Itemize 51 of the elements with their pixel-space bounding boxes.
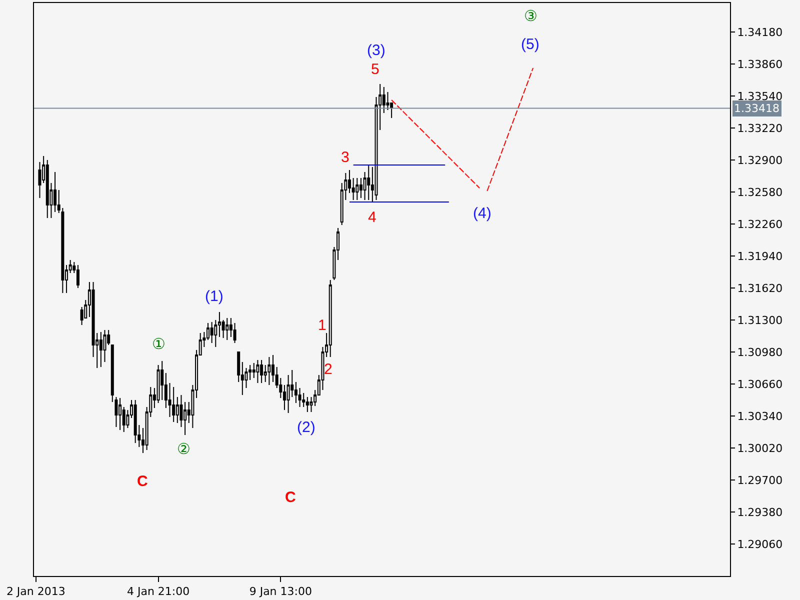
candlestick (76, 264, 80, 288)
y-tick-label: 1.31940 (737, 250, 783, 263)
y-tick-label: 1.30020 (737, 442, 783, 455)
annotation: C (137, 473, 148, 490)
candlestick (226, 318, 229, 340)
candlestick (256, 360, 260, 384)
y-tick-label: 1.31300 (737, 314, 783, 327)
annotation: ③ (524, 8, 537, 25)
y-tick-label: 1.29060 (737, 538, 783, 551)
candlestick (328, 280, 332, 358)
annotation: 2 (324, 361, 332, 378)
candlestick (134, 400, 137, 444)
y-tick-label: 1.30980 (737, 346, 783, 359)
y-tick-label: 1.33860 (737, 58, 783, 71)
y-tick-label: 1.32260 (737, 218, 783, 231)
candlestick (46, 160, 49, 218)
y-tick-label: 1.29700 (737, 474, 783, 487)
candlestick (172, 386, 176, 422)
candlestick (99, 332, 102, 368)
y-tick-label: 1.33540 (737, 90, 783, 103)
y-tick-label: 1.31620 (737, 282, 783, 295)
x-tick-label: 2 Jan 2013 (6, 585, 66, 598)
annotation: (4) (473, 205, 492, 222)
annotation: (2) (297, 419, 316, 436)
y-tick-label: 1.32900 (737, 154, 783, 167)
x-tick-label: 9 Jan 13:00 (249, 585, 312, 598)
candlestick (306, 396, 309, 412)
y-tick-label: 1.29380 (737, 506, 783, 519)
annotation: 5 (371, 61, 380, 78)
annotation: 3 (341, 149, 350, 166)
candlestick (268, 356, 271, 386)
y-tick-label: 1.30660 (737, 378, 783, 391)
annotation: (5) (521, 36, 540, 53)
annotation: C (285, 489, 296, 506)
ref-line-label: 1.33418 (734, 102, 780, 115)
x-tick-label: 4 Jan 21:00 (126, 585, 190, 598)
candlestick (118, 398, 122, 430)
annotation: (3) (367, 42, 386, 59)
annotation: ② (177, 441, 190, 458)
annotation: 1 (318, 317, 326, 334)
y-tick-label: 1.33220 (737, 122, 783, 135)
candlestick (356, 178, 359, 200)
annotation: (1) (205, 288, 224, 305)
candlestick (367, 164, 370, 200)
annotation: 4 (368, 209, 376, 226)
candlestick (260, 360, 264, 384)
y-tick-label: 1.32580 (737, 186, 783, 199)
candlestick (210, 322, 214, 344)
y-tick-label: 1.30340 (737, 410, 783, 423)
annotation: ① (152, 336, 165, 353)
y-tick-label: 1.34180 (737, 26, 783, 39)
